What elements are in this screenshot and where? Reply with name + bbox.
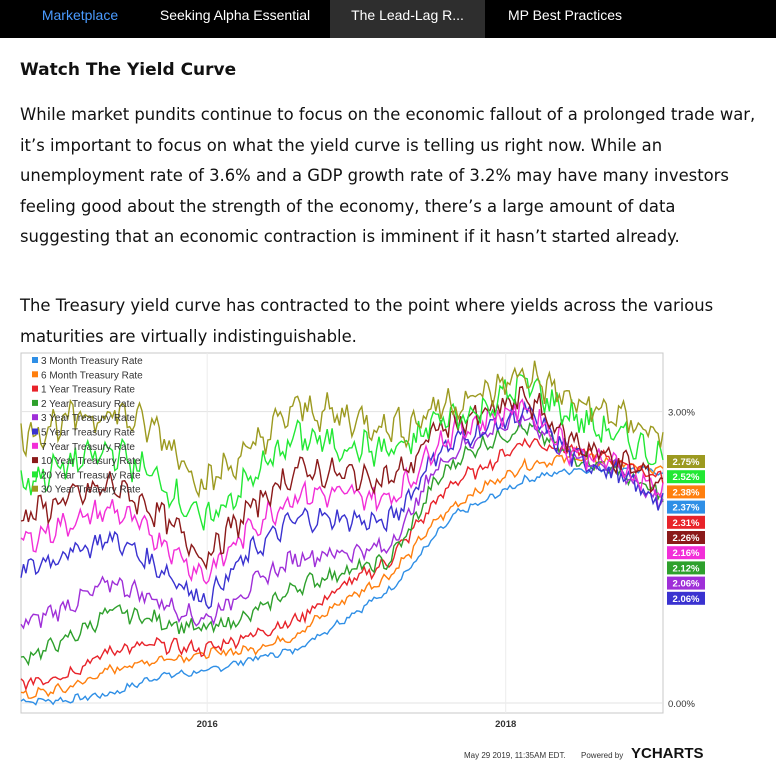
series-line [20, 419, 664, 667]
end-value-label: 2.26% [673, 533, 700, 544]
legend-swatch [32, 399, 38, 406]
article-heading: Watch The Yield Curve [20, 60, 237, 80]
legend-swatch [32, 428, 38, 435]
chart-timestamp: May 29 2019, 11:35AM EDT. [464, 751, 566, 760]
legend-entry: 7 Year Treasury Rate [41, 442, 135, 453]
tab-marketplace[interactable]: Marketplace [41, 7, 119, 23]
series-line [20, 465, 664, 706]
legend-swatch [32, 442, 38, 449]
legend-swatch [32, 485, 38, 492]
end-value-label: 2.75% [673, 457, 700, 468]
legend-entry: 30 Year Treasury Rate [41, 485, 141, 496]
end-value-label: 2.52% [673, 472, 700, 483]
legend-entry: 20 Year Treasury Rate [41, 470, 141, 481]
legend-swatch [32, 385, 38, 392]
legend-entry: 6 Month Treasury Rate [41, 370, 143, 381]
series-line [20, 385, 664, 571]
end-label-box [667, 591, 705, 605]
legend-swatch [32, 371, 38, 378]
legend-swatch [32, 471, 38, 478]
legend-entry: 3 Month Treasury Rate [41, 356, 143, 367]
series-line [20, 360, 664, 499]
legend-entry: 1 Year Treasury Rate [41, 385, 135, 396]
y-tick-label: 0.00% [668, 699, 695, 710]
end-value-label: 2.31% [673, 518, 700, 529]
series-line [20, 452, 664, 699]
yield-chart-svg: 3 Month Treasury Rate 6 Month Treasury Ra… [20, 352, 720, 768]
yield-curve-chart: 3 Month Treasury Rate 6 Month Treasury Ra… [20, 352, 720, 768]
powered-by-text: Powered by [581, 751, 623, 760]
end-label-box [667, 455, 705, 468]
end-value-label: 2.16% [673, 548, 700, 559]
legend-swatch [32, 414, 38, 421]
end-value-label: 2.37% [673, 503, 700, 514]
series-line [20, 400, 664, 610]
tab-mp-best-practices[interactable]: MP Best Practices [507, 7, 623, 23]
plot-area [20, 352, 664, 714]
end-value-label: 2.06% [673, 579, 700, 590]
legend-entry: 2 Year Treasury Rate [41, 399, 135, 410]
article-paragraph-2: The Treasury yield curve has contracted … [20, 296, 714, 346]
end-label-box [667, 561, 705, 575]
tab-seeking-alpha-essential[interactable]: Seeking Alpha Essential [159, 7, 311, 23]
tab-lead-lag-report[interactable]: The Lead-Lag R... [330, 0, 485, 38]
end-value-label: 2.38% [673, 487, 700, 498]
top-nav-bar: Marketplace Seeking Alpha Essential The … [0, 0, 776, 38]
end-label-box [667, 470, 705, 484]
end-label-box [667, 500, 705, 514]
series-line [20, 398, 664, 585]
article-paragraph-1: While market pundits continue to focus o… [20, 105, 756, 246]
end-value-label: 2.12% [673, 563, 700, 574]
legend-entry: 3 Year Treasury Rate [41, 413, 135, 424]
y-tick-label: 3.00% [668, 408, 695, 419]
x-tick-label: 2018 [495, 719, 516, 730]
legend-swatch [32, 457, 38, 464]
x-tick-label: 2016 [197, 719, 218, 730]
series-line [20, 437, 664, 692]
end-label-box [667, 515, 705, 529]
end-label-box [667, 546, 705, 560]
end-value-label: 2.06% [673, 594, 700, 605]
end-label-box [667, 531, 705, 544]
legend-swatch [32, 357, 38, 363]
legend-entry: 10 Year Treasury Rate [41, 456, 141, 467]
end-label-box [667, 576, 705, 590]
legend-entry: 5 Year Treasury Rate [41, 428, 135, 439]
end-label-box [667, 485, 705, 499]
ycharts-logo: YCHARTS [631, 745, 704, 762]
